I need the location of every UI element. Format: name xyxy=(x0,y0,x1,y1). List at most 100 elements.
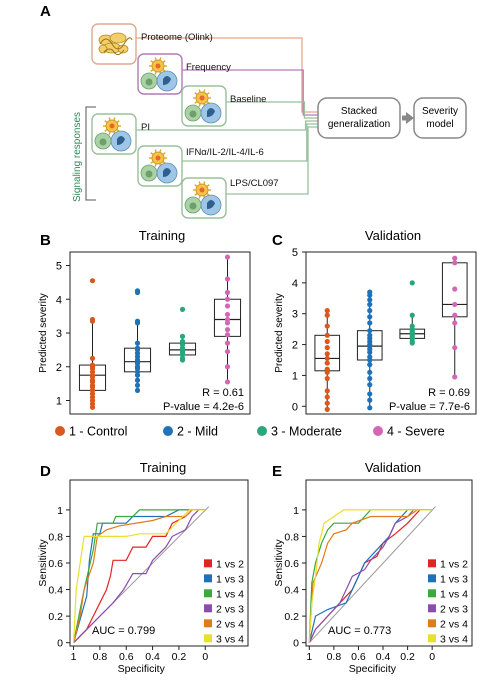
legend-item: 4 - Severe xyxy=(373,425,445,439)
connector-line xyxy=(182,69,318,116)
roc-training: Training 0 0.2 0.4 0.6 0.8 1 1 0.8 0.6 0.4 0.2 0 Spec… xyxy=(37,460,249,675)
roc-legend-label: 3 vs 4 xyxy=(440,633,468,645)
roc-validation: Validation 0 0.2 0.4 0.6 0.8 1 1 0.8 0.6 0.4 0.2 0 Sp… xyxy=(273,460,473,675)
chart-title: Training xyxy=(139,228,185,243)
legend-label: 1 - Control xyxy=(69,425,127,439)
input-node xyxy=(137,145,183,187)
panel-label-e: E xyxy=(272,463,282,480)
roc-legend-label: 1 vs 2 xyxy=(216,558,244,570)
box-group xyxy=(356,289,383,411)
legend-item: 1 - Control xyxy=(55,425,127,439)
data-point xyxy=(324,332,330,338)
data-point xyxy=(409,312,415,318)
y-tick-label: 0.6 xyxy=(284,558,299,570)
data-point xyxy=(367,292,373,298)
box-group xyxy=(78,278,107,410)
data-point xyxy=(324,400,330,406)
box-group xyxy=(441,255,468,380)
connector-line xyxy=(136,37,318,113)
input-label: LPS/CL097 xyxy=(230,178,279,189)
data-point xyxy=(89,355,96,361)
data-point xyxy=(452,374,458,380)
chance-diagonal xyxy=(308,506,436,644)
immune-cells-icon xyxy=(184,89,222,124)
x-axis-label: Specificity xyxy=(349,663,397,675)
stacked-label-2: generalization xyxy=(328,119,390,130)
data-point xyxy=(324,394,330,400)
data-point xyxy=(367,314,373,320)
data-point xyxy=(367,405,373,411)
data-point xyxy=(134,377,141,383)
data-point xyxy=(367,391,373,397)
roc-legend-label: 2 vs 4 xyxy=(216,618,244,630)
x-tick-label: 0 xyxy=(429,651,435,663)
input-node xyxy=(91,23,137,65)
x-tick-label: 0.6 xyxy=(351,651,366,663)
roc-legend-swatch xyxy=(204,619,212,628)
data-point xyxy=(224,327,231,333)
connector-line xyxy=(182,123,318,162)
input-node xyxy=(181,177,227,219)
data-point xyxy=(224,311,231,318)
protein-structure-icon xyxy=(98,32,133,56)
data-point xyxy=(324,345,330,351)
box-group xyxy=(213,254,242,385)
legend-marker xyxy=(257,426,267,436)
roc-legend-label: 3 vs 4 xyxy=(216,633,244,645)
roc-legend-swatch xyxy=(428,559,436,568)
panel-label-a: A xyxy=(40,3,51,20)
data-point xyxy=(179,306,186,312)
legend-marker xyxy=(373,426,383,436)
roc-curve xyxy=(308,509,433,643)
data-point xyxy=(224,320,231,326)
data-point xyxy=(367,369,373,375)
data-point xyxy=(324,355,330,362)
data-point xyxy=(367,297,373,303)
data-point xyxy=(452,255,458,261)
data-point xyxy=(134,387,141,393)
data-point xyxy=(324,323,330,329)
x-tick-label: 0.4 xyxy=(376,651,391,663)
y-tick-label: 0.4 xyxy=(48,585,63,597)
legend-label: 2 - Mild xyxy=(177,425,218,439)
connector-line xyxy=(136,120,318,131)
y-tick-label: 0.6 xyxy=(48,558,63,570)
panel-label-d: D xyxy=(40,463,51,480)
data-point xyxy=(324,369,330,375)
y-tick-label: 1 xyxy=(292,370,298,382)
roc-legend-label: 1 vs 2 xyxy=(440,558,468,570)
arrow-head xyxy=(406,112,414,124)
roc-legend-label: 2 vs 3 xyxy=(216,603,244,615)
box-group xyxy=(168,306,197,363)
connector-lines xyxy=(136,37,318,195)
y-tick-label: 0 xyxy=(292,401,298,413)
data-point xyxy=(324,406,330,412)
legend-label: 3 - Moderate xyxy=(271,425,342,439)
chart-title: Validation xyxy=(365,228,421,243)
data-point xyxy=(224,340,231,346)
data-point xyxy=(367,357,373,363)
box-group xyxy=(123,288,152,393)
stat-r: R = 0.69 xyxy=(428,387,470,399)
data-point xyxy=(324,312,330,318)
stat-r: R = 0.61 xyxy=(202,387,244,399)
x-axis-label: Specificity xyxy=(118,663,166,675)
data-point xyxy=(452,286,458,292)
legend-marker xyxy=(163,426,173,436)
data-point xyxy=(324,308,330,314)
data-point xyxy=(134,382,141,388)
data-point xyxy=(134,289,141,296)
y-tick-label: 0.2 xyxy=(284,611,299,623)
y-tick-label: 0 xyxy=(57,638,63,650)
data-point xyxy=(367,375,373,382)
data-point xyxy=(179,357,186,363)
y-axis-label: Sensitivity xyxy=(37,539,49,587)
data-point xyxy=(367,328,373,334)
roc-curve xyxy=(73,509,206,643)
auc-text: AUC = 0.773 xyxy=(328,625,391,637)
data-point xyxy=(367,301,373,308)
chart-title: Validation xyxy=(365,460,421,475)
data-point xyxy=(324,375,330,382)
data-point xyxy=(224,254,231,260)
